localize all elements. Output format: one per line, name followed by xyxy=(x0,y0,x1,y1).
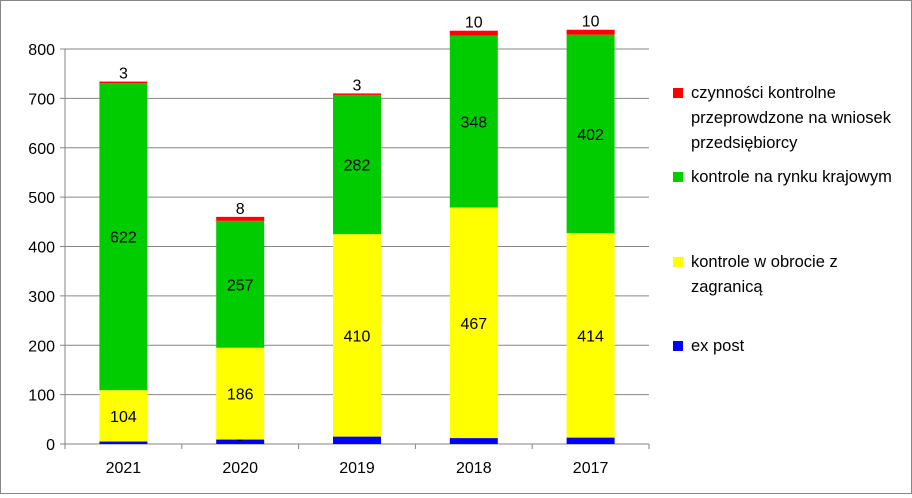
bar-segment xyxy=(449,30,498,36)
data-label: 10 xyxy=(465,15,483,32)
bar-segment xyxy=(333,93,381,95)
y-tick-label: 400 xyxy=(28,240,55,257)
y-tick-label: 200 xyxy=(28,338,55,355)
legend-item-rynek-krajowy: kontrole na rynku krajowym xyxy=(673,165,892,190)
legend-label: kontrole na rynku krajowym xyxy=(691,168,892,186)
legend-item-czynnosci: czynności kontrolne przeprowdzone na wni… xyxy=(673,81,903,156)
legend-label: czynności kontrolne przeprowdzone na wni… xyxy=(691,84,891,152)
y-tick-label: 800 xyxy=(28,42,55,59)
data-label: 622 xyxy=(110,230,137,247)
bar-segment xyxy=(216,216,265,221)
legend-label: ex post xyxy=(691,337,745,355)
bar-segment xyxy=(99,83,148,391)
bar-segment xyxy=(333,94,381,235)
bar-segment xyxy=(333,234,381,437)
x-tick-label: 2018 xyxy=(456,460,492,477)
bar-segment xyxy=(449,207,498,439)
legend-swatch-red xyxy=(673,88,683,98)
legend-item-ex-post: ex post xyxy=(673,334,744,359)
data-label: 414 xyxy=(577,328,604,345)
x-tick-label: 2021 xyxy=(106,460,142,477)
legend-swatch-green xyxy=(673,172,683,182)
y-tick-label: 600 xyxy=(28,141,55,158)
data-label: 10 xyxy=(582,14,600,31)
y-tick-label: 500 xyxy=(28,190,55,207)
bar-segment xyxy=(333,436,381,444)
bar-segment xyxy=(449,35,498,208)
y-tick-label: 300 xyxy=(28,289,55,306)
data-label: 3 xyxy=(353,77,362,94)
bar-segment xyxy=(99,390,148,442)
data-label: 348 xyxy=(460,115,487,132)
data-label: 8 xyxy=(236,201,245,218)
x-tick-label: 2017 xyxy=(573,460,609,477)
data-label: 257 xyxy=(227,277,254,294)
data-label: 3 xyxy=(119,66,128,83)
y-tick-label: 0 xyxy=(46,437,55,454)
y-tick-label: 700 xyxy=(28,91,55,108)
bar-segment xyxy=(566,29,615,35)
data-label: 186 xyxy=(227,387,254,404)
legend-swatch-yellow xyxy=(673,257,683,267)
bar-segment xyxy=(216,439,265,444)
data-label: 282 xyxy=(344,158,371,175)
legend-label: kontrole w obrocie z zagranicą xyxy=(691,253,838,296)
bar-segment xyxy=(216,220,265,348)
bar-segment xyxy=(99,81,148,84)
bar-segment xyxy=(449,438,498,444)
bar-segment xyxy=(216,347,265,440)
bar-segment xyxy=(566,437,615,444)
x-tick-label: 2019 xyxy=(339,460,375,477)
bar-segment xyxy=(566,34,615,234)
data-label: 104 xyxy=(110,409,137,426)
bar-segment xyxy=(566,233,615,438)
data-label: 467 xyxy=(460,316,487,333)
y-tick-label: 100 xyxy=(28,388,55,405)
legend-swatch-blue xyxy=(673,341,683,351)
x-tick-label: 2020 xyxy=(222,460,258,477)
data-label: 410 xyxy=(344,328,371,345)
data-label: 402 xyxy=(577,127,604,144)
legend-item-obrot-zagranica: kontrole w obrocie z zagranicą xyxy=(673,250,903,300)
bar-segment xyxy=(99,441,148,444)
